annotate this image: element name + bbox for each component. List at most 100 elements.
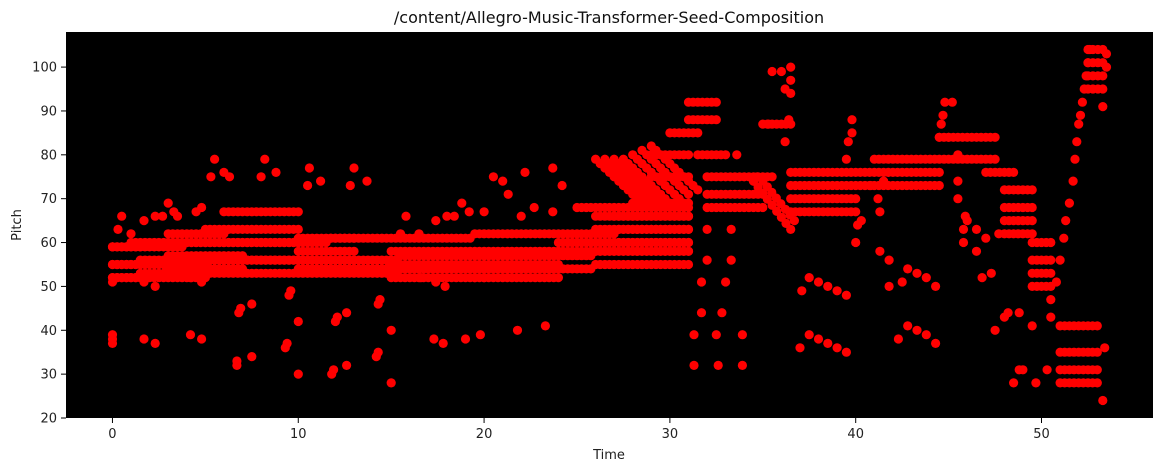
note-point (206, 172, 216, 182)
note-point (332, 312, 342, 322)
note-point (431, 277, 441, 287)
note-point (1098, 71, 1108, 81)
note-point (856, 216, 866, 226)
note-point (1072, 137, 1082, 147)
note-point (373, 347, 383, 357)
note-point (912, 325, 922, 335)
note-point (990, 132, 1000, 142)
note-point (726, 224, 736, 234)
note-point (903, 321, 913, 331)
note-point (1077, 97, 1087, 107)
note-point (553, 273, 564, 283)
note-point (1092, 321, 1102, 331)
note-point (971, 224, 982, 234)
note-point (224, 172, 235, 182)
note-point (113, 224, 123, 234)
note-point (689, 360, 699, 370)
note-point (316, 176, 326, 186)
note-point (786, 75, 796, 85)
x-tick-label: 0 (108, 427, 116, 442)
note-point (702, 255, 712, 265)
note-point (847, 128, 857, 138)
note-point (851, 207, 861, 217)
note-point (236, 303, 246, 313)
note-point (786, 88, 796, 98)
note-point (795, 343, 805, 353)
note-point (1081, 71, 1091, 81)
note-point (260, 154, 270, 164)
note-point (1014, 308, 1024, 318)
note-point (776, 66, 787, 77)
note-point (158, 211, 168, 221)
note-point (1003, 308, 1013, 318)
note-point (386, 378, 396, 388)
note-point (994, 229, 1004, 239)
note-point (329, 365, 339, 375)
note-point (197, 277, 207, 287)
note-point (107, 242, 118, 252)
note-point (1046, 312, 1056, 322)
note-point (293, 207, 303, 217)
note-point (721, 277, 731, 287)
note-point (1027, 321, 1037, 331)
note-point (958, 224, 969, 234)
note-point (847, 115, 857, 125)
note-point (126, 229, 136, 239)
y-tick-label: 90 (40, 104, 57, 119)
note-point (544, 264, 554, 274)
note-point (813, 334, 824, 344)
note-point (1027, 185, 1037, 195)
note-point (548, 207, 558, 217)
note-point (1100, 343, 1110, 353)
x-tick-label: 40 (847, 427, 864, 442)
note-point (464, 207, 474, 217)
note-point (107, 277, 118, 287)
note-point (711, 330, 721, 340)
y-tick-label: 20 (40, 412, 57, 427)
note-point (1070, 154, 1080, 164)
note-point (786, 224, 796, 234)
note-point (293, 224, 303, 234)
note-point (163, 198, 173, 208)
note-point (416, 273, 426, 283)
note-point (851, 237, 861, 248)
note-point (438, 338, 448, 348)
note-point (934, 132, 944, 142)
note-point (1068, 176, 1078, 186)
note-point (304, 163, 314, 173)
note-point (674, 194, 684, 204)
note-point (232, 356, 242, 366)
note-point (879, 176, 889, 186)
note-point (851, 194, 861, 204)
note-point (683, 246, 694, 256)
note-point (1101, 62, 1112, 72)
note-point (884, 281, 894, 291)
note-point (903, 264, 913, 274)
note-point (1092, 365, 1102, 375)
note-point (503, 189, 513, 199)
note-point (1031, 378, 1041, 388)
note-point (210, 154, 220, 164)
note-point (683, 237, 694, 248)
note-point (683, 150, 694, 160)
note-point (516, 211, 526, 221)
note-point (1046, 237, 1056, 248)
note-point (185, 273, 196, 283)
note-point (342, 360, 352, 370)
note-point (150, 338, 160, 348)
y-tick-label: 50 (40, 280, 57, 295)
note-point (271, 167, 281, 177)
note-point (977, 273, 987, 283)
note-point (293, 316, 303, 327)
note-point (804, 273, 814, 283)
note-point (1027, 216, 1037, 226)
note-point (683, 189, 694, 199)
note-point (1079, 84, 1089, 94)
x-tick-label: 30 (662, 427, 679, 442)
note-point (780, 137, 790, 147)
y-tick-label: 70 (40, 192, 57, 207)
x-axis-title: Time (592, 448, 625, 463)
y-tick-label: 60 (40, 236, 57, 251)
note-point (665, 198, 675, 208)
note-point (1051, 277, 1061, 287)
